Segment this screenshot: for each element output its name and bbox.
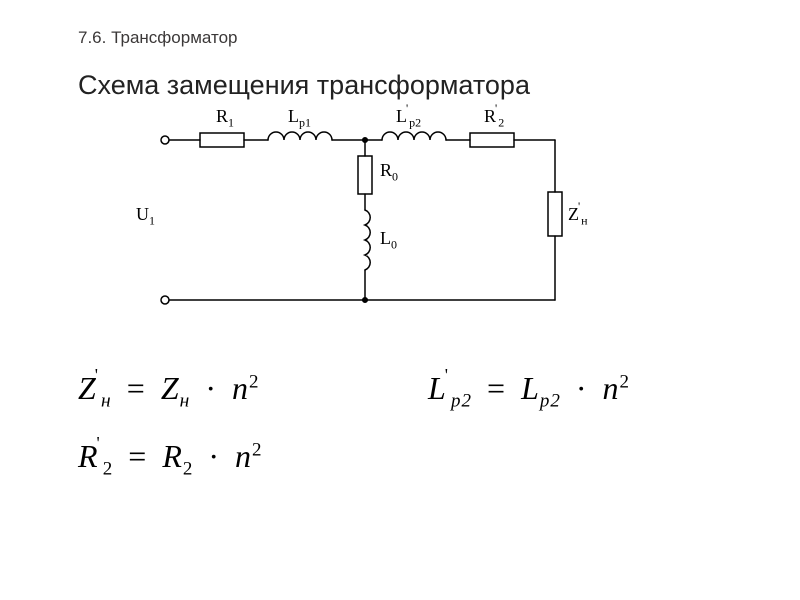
label-lp2: L'р2 xyxy=(396,106,421,131)
label-lp1: Lр1 xyxy=(288,106,311,131)
formula-area: Z'ʜ = Zʜ · n2 L'p2 = Lp2 · n2 R'2 = R2 · xyxy=(78,370,728,481)
label-r1: R1 xyxy=(216,106,234,131)
label-l0: L0 xyxy=(380,228,397,253)
circuit-diagram: R1 Lр1 L'р2 R'2 R0 L0 Z'ʜ U1 xyxy=(150,110,620,330)
section-number: 7.6. Трансформатор xyxy=(78,28,237,48)
formula-zh: Z'ʜ = Zʜ · n2 xyxy=(78,370,260,412)
label-r2: R'2 xyxy=(484,106,504,131)
circuit-svg xyxy=(150,110,620,330)
formula-lp2: L'p2 = Lp2 · n2 xyxy=(428,370,630,412)
page-title: Схема замещения трансформатора xyxy=(78,70,530,101)
label-r0: R0 xyxy=(380,160,398,185)
label-zh: Z'ʜ xyxy=(568,204,588,229)
formula-r2: R'2 = R2 · n2 xyxy=(78,438,263,480)
label-u1: U1 xyxy=(136,204,155,229)
